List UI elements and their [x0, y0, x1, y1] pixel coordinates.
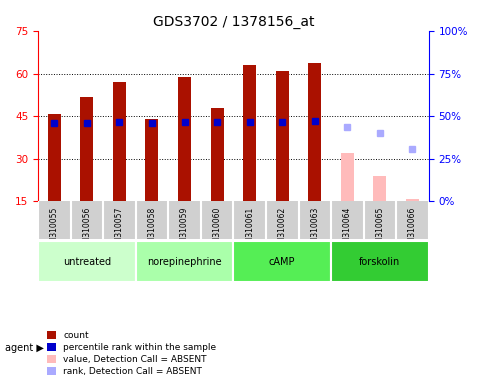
Text: GSM310055: GSM310055 — [50, 207, 59, 253]
Bar — [48, 114, 61, 202]
Bar — [80, 97, 93, 202]
Text: untreated: untreated — [63, 257, 111, 267]
Text: norepinephrine: norepinephrine — [147, 257, 222, 267]
Bar — [341, 153, 354, 202]
Text: forskolin: forskolin — [359, 257, 400, 267]
FancyBboxPatch shape — [136, 242, 233, 282]
Text: GSM310063: GSM310063 — [310, 207, 319, 253]
Bar — [145, 119, 158, 202]
Text: agent ▶: agent ▶ — [5, 343, 43, 353]
Bar — [373, 176, 386, 202]
Text: GSM310061: GSM310061 — [245, 207, 254, 253]
Text: GSM310066: GSM310066 — [408, 207, 417, 253]
Bar — [178, 77, 191, 202]
Bar — [243, 65, 256, 202]
Text: GSM310060: GSM310060 — [213, 207, 222, 253]
Bar — [308, 63, 321, 202]
Text: GSM310059: GSM310059 — [180, 207, 189, 253]
Text: GSM310064: GSM310064 — [343, 207, 352, 253]
Legend: count, percentile rank within the sample, value, Detection Call = ABSENT, rank, : count, percentile rank within the sample… — [43, 328, 220, 379]
Text: GSM310056: GSM310056 — [82, 207, 91, 253]
Text: GSM310062: GSM310062 — [278, 207, 287, 253]
Title: GDS3702 / 1378156_at: GDS3702 / 1378156_at — [153, 15, 314, 29]
Bar — [113, 83, 126, 202]
Bar — [406, 199, 419, 202]
Text: GSM310057: GSM310057 — [115, 207, 124, 253]
FancyBboxPatch shape — [38, 242, 136, 282]
Bar — [276, 71, 289, 202]
Text: GSM310065: GSM310065 — [375, 207, 384, 253]
Text: cAMP: cAMP — [269, 257, 296, 267]
Text: GSM310058: GSM310058 — [147, 207, 156, 253]
FancyBboxPatch shape — [233, 242, 331, 282]
Bar — [211, 108, 224, 202]
FancyBboxPatch shape — [331, 242, 429, 282]
